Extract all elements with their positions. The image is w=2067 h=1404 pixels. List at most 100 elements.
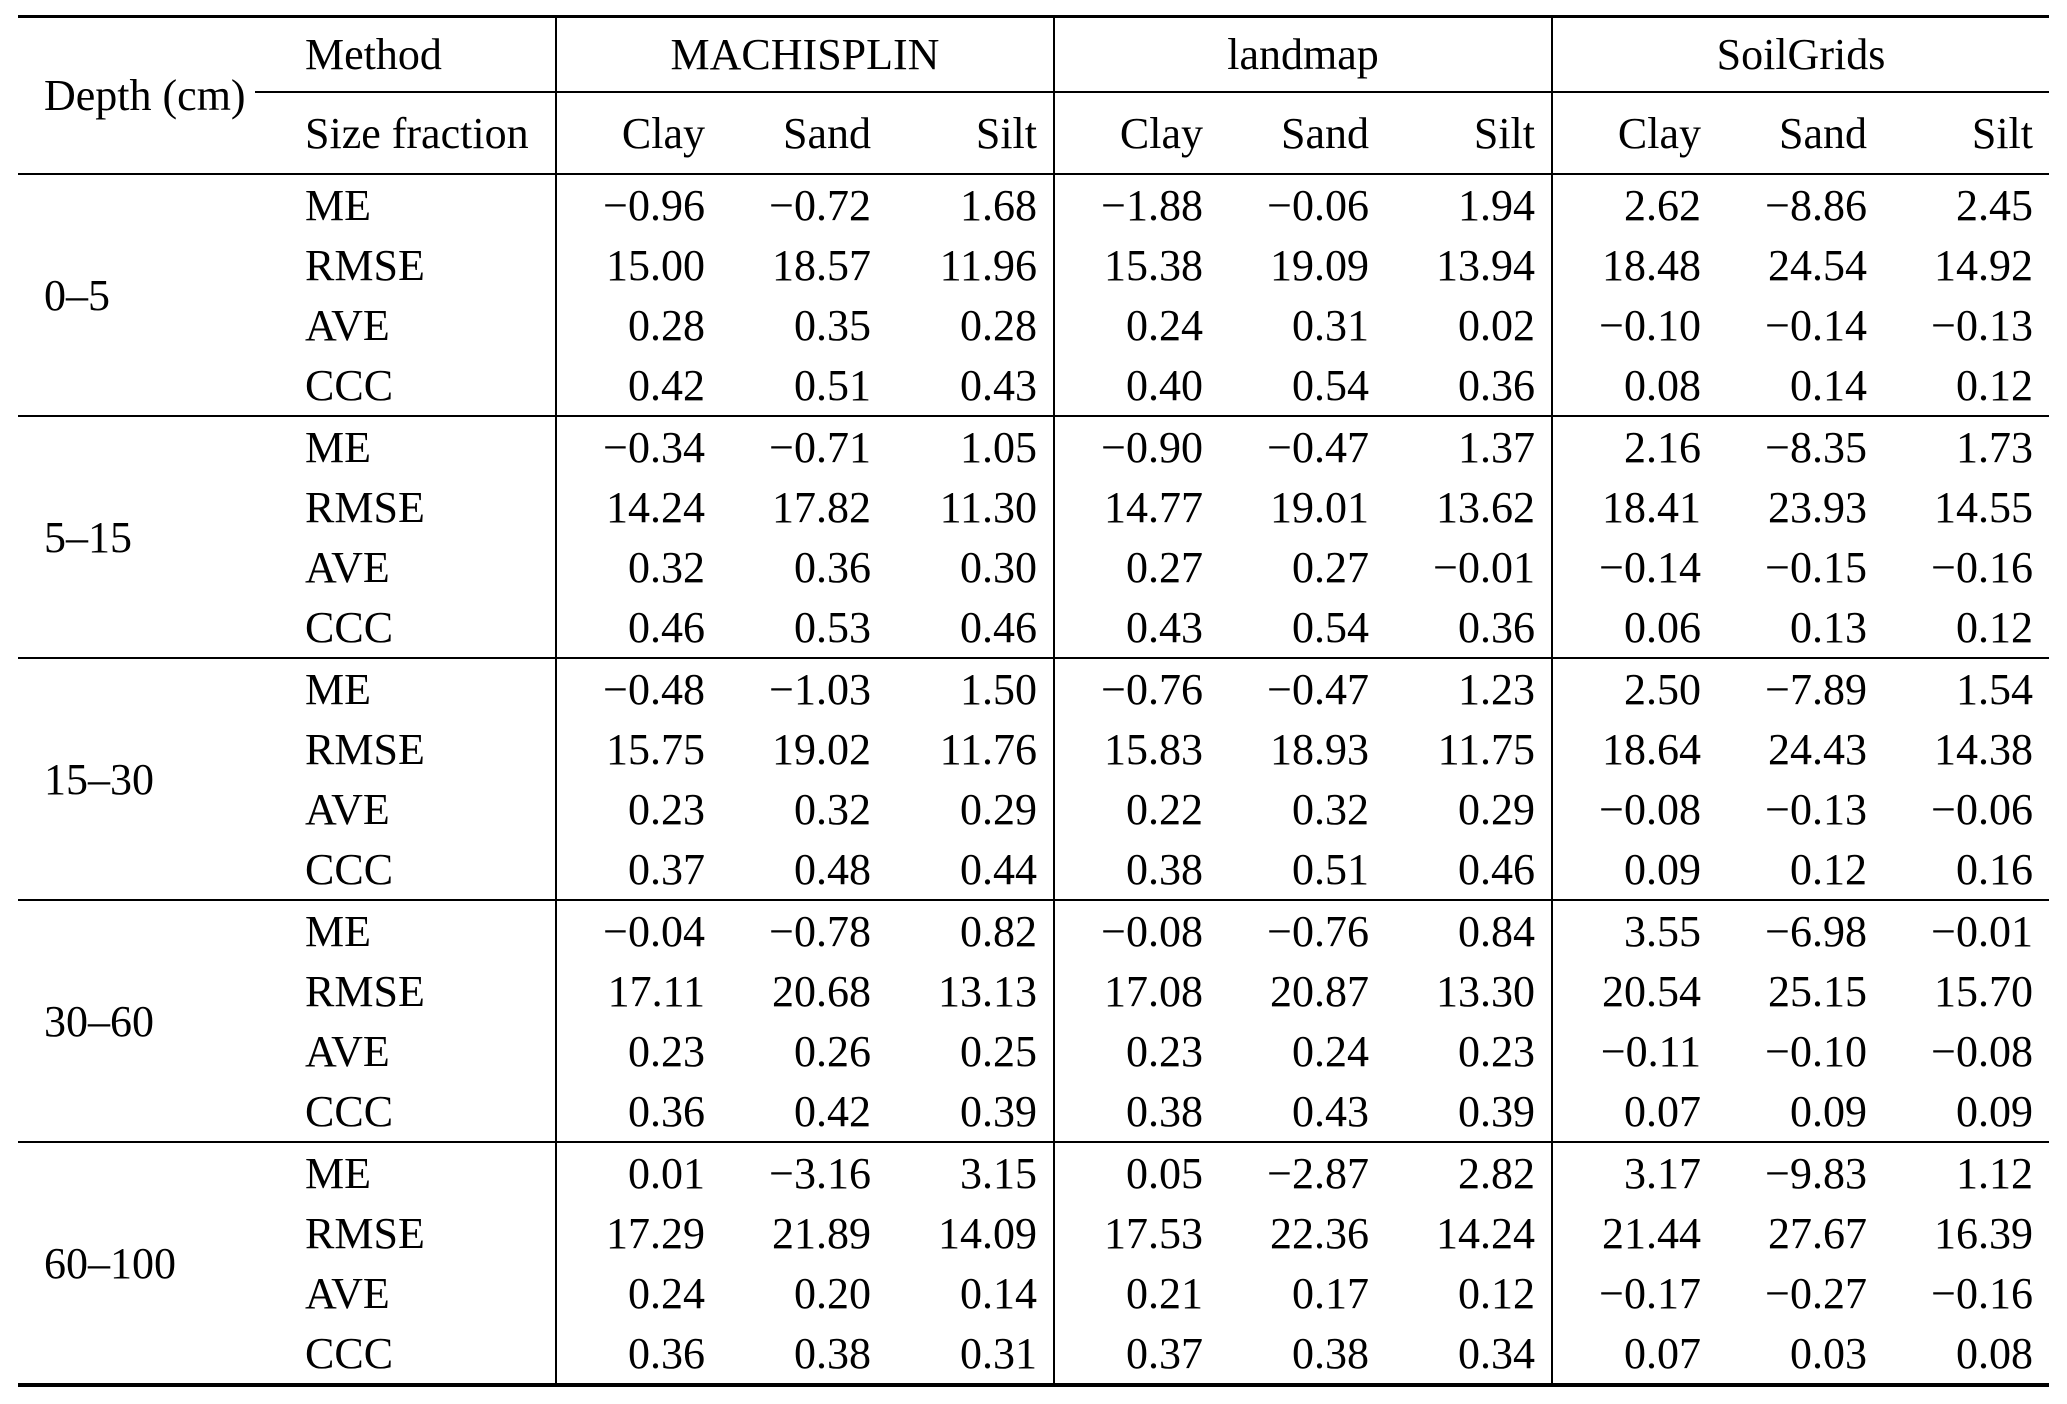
- metric-label: ME: [305, 1148, 371, 1198]
- value-cell: −0.08: [1053, 901, 1219, 961]
- metric-row: ME 0.01 −3.16 3.15 0.05 −2.87 2.82 3.17 −9.83 1.1…: [255, 1143, 2049, 1203]
- value-cell: 0.40: [1053, 355, 1219, 415]
- value-cell: 0.51: [1292, 844, 1369, 894]
- block-separator-rule: [18, 415, 2049, 417]
- value-cell: 0.12: [1956, 602, 2033, 652]
- depth-block: 5–15 ME −0.34 −0.71 1.05 −0.90 −0.47 1.37 2.16 −8…: [18, 417, 2049, 657]
- depth-block-rows: ME 0.01 −3.16 3.15 0.05 −2.87 2.82 3.17 −9.83 1.1…: [255, 1143, 2049, 1383]
- value-cell: −0.08: [1931, 1026, 2033, 1076]
- block-separator-rule: [18, 657, 2049, 659]
- value-cell: 16.39: [1934, 1208, 2033, 1258]
- value-cell: 15.00: [555, 235, 721, 295]
- value-cell: 0.31: [1292, 300, 1369, 350]
- value-cell: −0.01: [1433, 542, 1535, 592]
- value-cell: 19.09: [1270, 240, 1369, 290]
- value-cell: −0.15: [1765, 542, 1867, 592]
- metric-row: AVE 0.28 0.35 0.28 0.24 0.31 0.02 −0.10 −0.14 −0.…: [255, 295, 2049, 355]
- value-cell: 18.41: [1551, 477, 1717, 537]
- value-cell: 17.29: [555, 1203, 721, 1263]
- value-cell: −0.11: [1551, 1021, 1717, 1081]
- value-cell: 0.46: [960, 602, 1037, 652]
- method-group-row: Method MACHISPLIN landmap SoilGrids: [255, 18, 2049, 91]
- metric-label: AVE: [305, 300, 390, 350]
- metric-label: ME: [305, 180, 371, 230]
- metric-label: CCC: [305, 1086, 394, 1136]
- value-cell: 25.15: [1768, 966, 1867, 1016]
- value-cell: 0.12: [1458, 1268, 1535, 1318]
- value-cell: 0.26: [794, 1026, 871, 1076]
- depth-block: 60–100 ME 0.01 −3.16 3.15 0.05 −2.87 2.82 3.17 −9…: [18, 1143, 2049, 1383]
- depth-block: 30–60 ME −0.04 −0.78 0.82 −0.08 −0.76 0.84 3.55−…: [18, 901, 2049, 1141]
- value-cell: 0.16: [1956, 844, 2033, 894]
- value-cell: 11.30: [939, 482, 1037, 532]
- value-cell: 0.24: [1053, 295, 1219, 355]
- value-cell: 1.50: [960, 664, 1037, 714]
- value-cell: 0.29: [960, 784, 1037, 834]
- metric-row: CCC 0.46 0.53 0.46 0.43 0.54 0.36 0.06 0.13 0.12: [255, 597, 2049, 657]
- value-cell: −2.87: [1267, 1148, 1369, 1198]
- value-cell: 20.68: [772, 966, 871, 1016]
- value-cell: −1.03: [769, 664, 871, 714]
- value-cell: 13.30: [1436, 966, 1535, 1016]
- value-cell: 0.27: [1053, 537, 1219, 597]
- value-cell: 0.37: [1053, 1323, 1219, 1383]
- size-fraction-header: Size fraction: [305, 108, 529, 158]
- value-cell: 0.24: [1292, 1026, 1369, 1076]
- value-cell: 0.23: [1053, 1021, 1219, 1081]
- metric-row: RMSE 17.29 21.89 14.09 17.53 22.36 14.24 21.44 2…: [255, 1203, 2049, 1263]
- col-header-machisplin-silt: Silt: [975, 108, 1037, 158]
- value-cell: 0.13: [1790, 602, 1867, 652]
- value-cell: 0.23: [555, 1021, 721, 1081]
- value-cell: 2.50: [1551, 659, 1717, 719]
- value-cell: 2.45: [1956, 180, 2033, 230]
- value-cell: 0.34: [1458, 1328, 1535, 1378]
- value-cell: 0.24: [555, 1263, 721, 1323]
- col-header-soilgrids-silt: Silt: [1971, 108, 2033, 158]
- value-cell: 0.12: [1790, 844, 1867, 894]
- value-cell: 0.25: [960, 1026, 1037, 1076]
- group-header-machisplin: MACHISPLIN: [555, 18, 1053, 91]
- value-cell: 0.27: [1292, 542, 1369, 592]
- metric-label: RMSE: [305, 482, 425, 532]
- value-cell: 0.14: [1790, 360, 1867, 410]
- value-cell: 0.30: [960, 542, 1037, 592]
- value-cell: 1.37: [1458, 422, 1535, 472]
- value-cell: 0.39: [960, 1086, 1037, 1136]
- metric-row: RMSE 15.75 19.02 11.76 15.83 18.93 11.75 18.64 2…: [255, 719, 2049, 779]
- table-bottom-rule: [18, 1383, 2049, 1387]
- value-cell: 0.51: [794, 360, 871, 410]
- value-cell: 0.09: [1790, 1086, 1867, 1136]
- value-cell: −0.16: [1931, 1268, 2033, 1318]
- col-header-landmap-clay: Clay: [1053, 93, 1219, 173]
- value-cell: 1.54: [1956, 664, 2033, 714]
- depth-label: 15–30: [44, 754, 154, 804]
- value-cell: 0.20: [794, 1268, 871, 1318]
- value-cell: 20.87: [1270, 966, 1369, 1016]
- value-cell: 19.02: [772, 724, 871, 774]
- col-header-soilgrids-clay: Clay: [1551, 93, 1717, 173]
- metric-row: AVE 0.23 0.32 0.29 0.22 0.32 0.29 −0.08 −0.13 −0.…: [255, 779, 2049, 839]
- metric-row: RMSE 15.00 18.57 11.96 15.38 19.09 13.94 18.48 2…: [255, 235, 2049, 295]
- value-cell: −0.10: [1765, 1026, 1867, 1076]
- value-cell: −0.01: [1931, 906, 2033, 956]
- depth-block-rows: ME −0.48 −1.03 1.50 −0.76 −0.47 1.23 2.50 −7.89 1…: [255, 659, 2049, 899]
- metric-row: ME −0.96 −0.72 1.68 −1.88 −0.06 1.94 2.62 −8.86 2…: [255, 175, 2049, 235]
- value-cell: 0.32: [555, 537, 721, 597]
- metric-label: RMSE: [305, 240, 425, 290]
- value-cell: 0.36: [555, 1323, 721, 1383]
- value-cell: 0.38: [1053, 839, 1219, 899]
- value-cell: 0.35: [794, 300, 871, 350]
- metric-label: AVE: [305, 1268, 390, 1318]
- value-cell: −8.35: [1765, 422, 1867, 472]
- metric-row: ME −0.34 −0.71 1.05 −0.90 −0.47 1.37 2.16 −8.35 1…: [255, 417, 2049, 477]
- metric-row: CCC 0.36 0.38 0.31 0.37 0.38 0.34 0.07 0.03 0.08: [255, 1323, 2049, 1383]
- value-cell: 14.38: [1934, 724, 2033, 774]
- metric-label: AVE: [305, 784, 390, 834]
- value-cell: 0.37: [555, 839, 721, 899]
- value-cell: 20.54: [1551, 961, 1717, 1021]
- value-cell: 21.44: [1551, 1203, 1717, 1263]
- value-cell: 0.22: [1053, 779, 1219, 839]
- header-mid-rule: [255, 91, 2049, 93]
- value-cell: 0.06: [1551, 597, 1717, 657]
- value-cell: −0.16: [1931, 542, 2033, 592]
